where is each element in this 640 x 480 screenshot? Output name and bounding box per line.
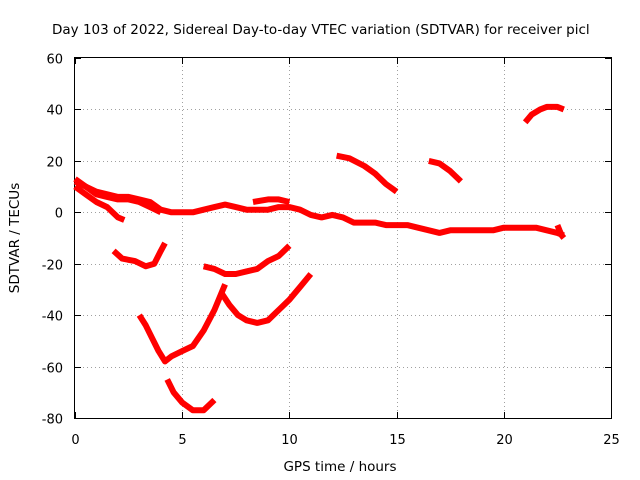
y-tick-label: -40	[42, 310, 63, 325]
x-tick-label: 25	[603, 433, 620, 448]
data-series	[73, 103, 567, 414]
y-axis-label: SDTVAR / TECUs	[7, 183, 23, 293]
series-track-b	[136, 283, 228, 365]
grid	[75, 58, 611, 418]
y-tick-label: -80	[42, 413, 63, 428]
y-tick-label: 40	[46, 104, 63, 119]
x-axis-label: GPS time / hours	[283, 459, 396, 475]
series-track-tail	[554, 223, 567, 240]
series-track-main	[73, 176, 565, 239]
y-tick-label: 0	[55, 207, 63, 222]
series-track-h	[522, 103, 565, 125]
y-tick-label: 60	[46, 53, 63, 68]
x-tick-label: 20	[496, 433, 513, 448]
y-tick-label: -20	[42, 259, 63, 274]
series-track-mid-lump	[252, 196, 291, 205]
series-track-c	[164, 378, 217, 414]
y-tick-label: -60	[42, 362, 63, 377]
plot-frame	[74, 57, 612, 419]
series-track-upper-band	[73, 178, 163, 216]
x-tick-label: 10	[281, 433, 298, 448]
x-tick-label: 0	[71, 433, 79, 448]
series-track-e	[218, 272, 314, 326]
series-track-f	[336, 152, 399, 195]
series-track-d	[202, 243, 292, 277]
y-axis-ticks: -80 -60 -40 -20 0 20 40 60	[42, 53, 611, 428]
x-tick-label: 15	[389, 433, 406, 448]
series-track-a	[111, 241, 168, 270]
series-track-g	[428, 157, 463, 184]
chart-title: Day 103 of 2022, Sidereal Day-to-day VTE…	[52, 22, 590, 38]
y-tick-label: 20	[46, 156, 63, 171]
x-tick-label: 5	[178, 433, 186, 448]
series-track-lower-band	[73, 184, 126, 223]
x-axis-ticks: 0 5 10 15 20 25	[71, 58, 620, 448]
